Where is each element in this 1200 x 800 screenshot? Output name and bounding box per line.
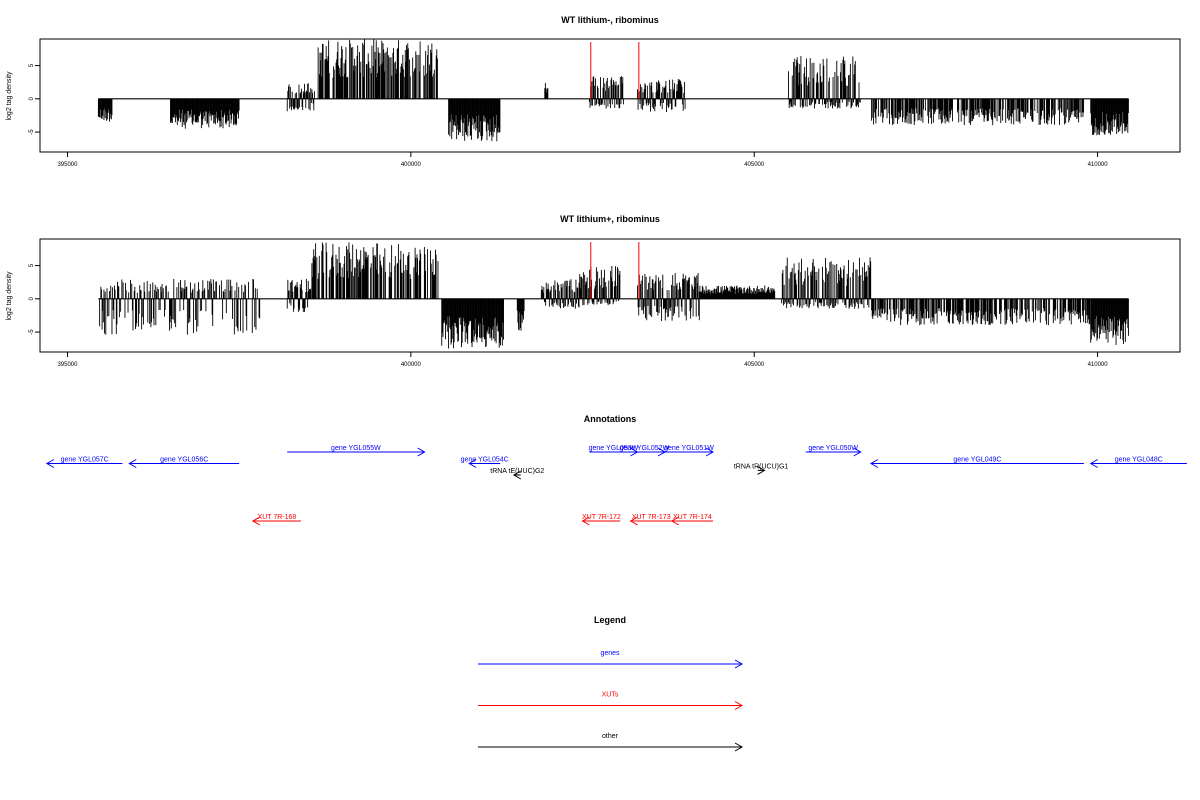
annotation-arrowhead (869, 459, 879, 468)
x-tick-label: 400000 (401, 362, 422, 368)
annotation-label: gene YGL056C (160, 457, 208, 464)
annotation-label: gene YGL048C (1115, 457, 1163, 464)
annotation-item: gene YGL052W (619, 445, 670, 457)
annotation-arrowhead (128, 459, 137, 468)
annotation-label: XUT 7R-172 (582, 514, 621, 521)
annotation-label: gene YGL049C (953, 457, 1001, 464)
annotation-item: gene YGL048C (1089, 457, 1187, 468)
y-tick-label: -5 (29, 129, 35, 135)
annotation-item: XUT 7R-168 (251, 514, 301, 526)
annotation-arrowhead (629, 516, 638, 526)
annotation-label: gene YGL057C (61, 457, 109, 464)
annotation-item: XUT 7R-173 (629, 514, 672, 526)
y-tick-label: 0 (29, 96, 35, 100)
y-tick-label: 5 (29, 263, 35, 267)
annotation-arrowhead (251, 516, 261, 526)
y-axis: -5 0 5 (29, 63, 40, 135)
legend-title: Legend (594, 615, 626, 625)
annotation-arrowhead (45, 459, 55, 468)
legend-entry: genes (478, 650, 744, 669)
legend-label: other (602, 733, 619, 740)
annotation-label: tRNA tR(UCU)G1 (734, 463, 789, 470)
annotation-label: tRNA tE(UUC)G2 (490, 468, 544, 475)
x-tick-label: 395000 (57, 162, 78, 168)
annotation-label: gene YGL054C (461, 457, 509, 464)
bars (97, 39, 1129, 142)
annotation-label: gene YGL055W (331, 445, 381, 452)
bars (98, 242, 1129, 349)
legend-entry: XUTs (478, 692, 744, 710)
annotation-arrowhead (1089, 459, 1098, 468)
annotation-item: gene YGL057C (45, 457, 123, 468)
annotation-item: gene YGL056C (128, 457, 240, 468)
annotation-item: XUT 7R-172 (581, 514, 621, 526)
y-axis: -5 0 5 (29, 263, 40, 335)
legend-arrowhead (734, 659, 744, 669)
x-tick-label: 405000 (744, 362, 765, 368)
track-panel-lithium-plus: WT lithium+, ribominus log2 tag density … (6, 214, 1181, 368)
y-axis-label: log2 tag density (6, 271, 13, 321)
annotation-label: XUT 7R-173 (632, 514, 671, 521)
markers (590, 242, 640, 299)
x-axis: 395000 400000 405000 410000 (57, 152, 1108, 168)
legend-entry: other (478, 733, 744, 752)
y-tick-label: -5 (29, 329, 35, 335)
legend-label: genes (600, 650, 620, 657)
annotation-label: gene YGL051W (664, 445, 714, 452)
annotation-item: tRNA tE(UUC)G2 (490, 468, 544, 480)
y-axis-label: log2 tag density (6, 71, 13, 121)
x-tick-label: 395000 (57, 362, 78, 368)
annotations-title: Annotations (584, 414, 637, 424)
annotation-label: gene YGL053W (589, 445, 639, 452)
annotation-label: XUT 7R-168 (258, 514, 297, 521)
y-tick-label: 0 (29, 296, 35, 300)
annotation-label: gene YGL050W (808, 445, 858, 452)
panel-title: WT lithium-, ribominus (561, 15, 659, 25)
annotation-item: tRNA tR(UCU)G1 (734, 463, 789, 475)
legend-arrowhead (734, 701, 744, 710)
legend-panel: Legend genes XUTs other (478, 615, 744, 752)
annotation-label: gene YGL052W (619, 445, 669, 452)
annotation-arrowhead (757, 465, 766, 475)
plot-frame (39, 38, 1181, 153)
x-axis: 395000 400000 405000 410000 (57, 352, 1108, 368)
annotation-arrowhead (853, 447, 862, 457)
track-panel-lithium-minus: WT lithium-, ribominus log2 tag density … (6, 15, 1181, 168)
legend-arrowhead (734, 742, 744, 752)
legend-items: genes XUTs other (478, 650, 744, 752)
annotation-arrowhead (417, 447, 426, 457)
annotation-arrowhead (670, 516, 680, 526)
annotation-item: gene YGL055W (287, 445, 426, 457)
annotation-item: XUT 7R-174 (670, 514, 714, 526)
plot-frame (39, 238, 1181, 353)
annotations-panel: Annotations gene YGL057C gene YGL056Cgene… (45, 414, 1187, 526)
annotation-item: gene YGL049C (869, 457, 1084, 468)
x-tick-label: 410000 (1088, 162, 1109, 168)
annotation-label: XUT 7R-174 (673, 514, 712, 521)
annotation-item: gene YGL050W (805, 445, 862, 457)
markers (590, 42, 640, 99)
x-tick-label: 400000 (401, 162, 422, 168)
annotation-arrowhead (581, 516, 590, 526)
annotation-arrowhead (512, 470, 522, 480)
annotation-arrowhead (705, 447, 715, 457)
x-tick-label: 410000 (1088, 362, 1109, 368)
legend-label: XUTs (602, 692, 619, 699)
annotation-item: gene YGL054C (461, 457, 509, 468)
y-tick-label: 5 (29, 63, 35, 67)
annotation-arrowhead (468, 459, 477, 468)
annotation-items: gene YGL057C gene YGL056C gene YGL055W gene… (45, 445, 1187, 526)
x-tick-label: 405000 (744, 162, 765, 168)
annotation-item: gene YGL051W (664, 445, 715, 457)
panel-title: WT lithium+, ribominus (560, 214, 660, 224)
